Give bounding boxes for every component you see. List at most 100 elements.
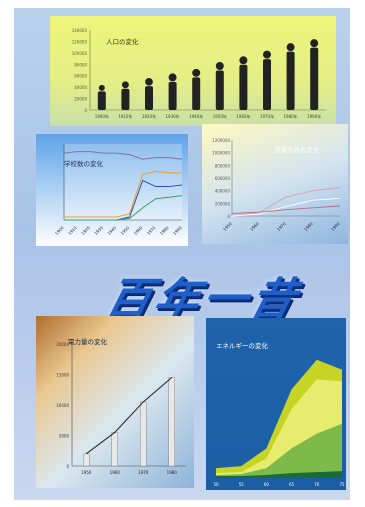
x-tick-label: 1930 [93,225,104,236]
plot-area [64,144,182,220]
x-tick-label: 1970 [276,221,287,232]
population-bar [310,47,319,110]
electricity-panel: 電力量の変化 20000 15000 10000 5000 0 1950 1960 1970 1… [36,316,194,488]
population-bar [97,91,106,110]
x-tick-label: 1970年 [260,113,274,119]
energy-chart-title: エネルギーの変化 [216,342,268,350]
schools-chart-title: 学校数の変化 [64,160,103,168]
y-tick-label: 60000 [74,74,87,79]
y-tick-label: 10000 [56,403,69,408]
electricity-bar [168,377,175,467]
y-tick-label: 0 [66,464,69,469]
y-tick-label: 800000 [215,163,231,168]
school-series-line [64,170,182,218]
x-tick-label: 1910年 [118,113,132,119]
x-tick-label: 70 [314,482,320,487]
x-tick-label: 1980 [303,221,314,232]
x-tick-label: 1960 [133,225,144,236]
population-figure-head [215,62,224,70]
population-bar [263,59,271,110]
population-chart: 140000 120000 100000 80000 60000 40000 20000 0 1… [72,28,326,119]
y-tick-label: 40000 [74,85,87,90]
schools-chart: 1900 1910 1920 1930 1940 1950 1960 1970 1980 1990 [54,144,183,236]
population-bar [121,88,130,110]
x-tick-label: 1950年 [213,113,227,119]
transport-series-line [231,205,341,214]
x-tick-label: 50 [213,482,219,487]
y-tick-label: 0 [84,108,87,113]
y-tick-label: 15000 [56,373,69,378]
y-tick-label: 140000 [72,28,88,33]
y-tick-label: 20000 [56,342,69,347]
population-figure-head [98,84,105,91]
x-tick-label: 1980年 [284,113,298,119]
y-tick-label: 120000 [72,39,88,44]
population-bar [168,81,177,110]
energy-chart: 50 55 60 65 70 75 [213,359,345,487]
population-figure-head [168,73,177,82]
x-tick-label: 1990 [172,225,183,236]
population-figure-head [239,56,248,65]
energy-area [216,423,342,478]
transport-series-line [231,197,341,217]
electricity-trend-line [85,377,173,455]
schools-panel: 学校数の変化 1900 1910 1920 1930 1940 1950 1960 1970 1… [36,134,188,246]
x-tick-label: 1950 [120,225,131,236]
energy-panel: エネルギーの変化 50 55 60 65 70 75 [206,318,346,490]
electricity-chart-title: 電力量の変化 [68,338,107,346]
energy-area [216,471,342,478]
population-figure-head [310,39,319,48]
electricity-bar [140,401,147,467]
population-bar [145,86,153,110]
population-figure-head [286,43,295,52]
x-tick-label: 1970 [138,470,149,475]
x-tick-label: 1980 [167,470,178,475]
x-tick-label: 60 [264,482,270,487]
y-tick-label: 1000000 [212,151,230,156]
x-tick-label: 1920年 [142,113,156,119]
y-tick-label: 0 [227,214,230,219]
x-tick-label: 1960年 [236,113,250,119]
x-tick-label: 1940年 [189,113,203,119]
y-tick-label: 20000 [74,97,87,102]
population-figure-head [263,50,271,59]
poster: 人口の変化 140000 120000 100000 80000 60000 40000 2… [14,8,350,500]
x-tick-label: 1920 [80,225,91,236]
population-bar [215,70,224,110]
transport-chart: 1200000 1000000 800000 600000 400000 200000 0 1… [212,138,341,232]
x-tick-label: 1930年 [166,113,180,119]
electricity-bar [83,453,90,467]
y-tick-label: 1200000 [212,138,230,143]
population-panel: 人口の変化 140000 120000 100000 80000 60000 40000 2… [50,16,336,126]
x-tick-label: 1940 [106,225,117,236]
electricity-chart: 20000 15000 10000 5000 0 1950 1960 1970 1980 [56,342,186,475]
x-tick-label: 75 [339,482,345,487]
population-figure-head [121,81,129,89]
y-tick-label: 200000 [215,201,231,206]
y-tick-label: 5000 [59,434,70,439]
x-tick-label: 1950 [81,470,92,475]
x-tick-label: 1980 [159,225,170,236]
y-tick-label: 80000 [74,62,87,67]
population-bar [239,64,248,110]
population-chart-title: 人口の変化 [106,38,139,46]
population-bar [286,51,295,110]
electricity-bar [111,432,118,467]
x-tick-label: 1960 [110,470,121,475]
x-tick-label: 55 [239,482,245,487]
transport-series-line [231,187,341,216]
population-figure-head [192,68,201,77]
population-bar [192,77,201,110]
population-figure-head [145,78,153,86]
y-tick-label: 100000 [72,51,88,56]
x-tick-label: 1970 [146,225,157,236]
x-tick-label: 1950 [222,221,233,232]
transport-panel: 交通手段の変化 1200000 1000000 800000 600000 400000… [202,124,348,244]
y-tick-label: 600000 [215,176,231,181]
x-tick-label: 1900 [54,225,65,236]
school-series-line [63,151,183,160]
transport-chart-title: 交通手段の変化 [274,146,320,154]
x-tick-label: 1900年 [95,113,109,119]
x-tick-label: 1990年 [307,113,321,119]
x-tick-label: 1960 [249,221,260,232]
